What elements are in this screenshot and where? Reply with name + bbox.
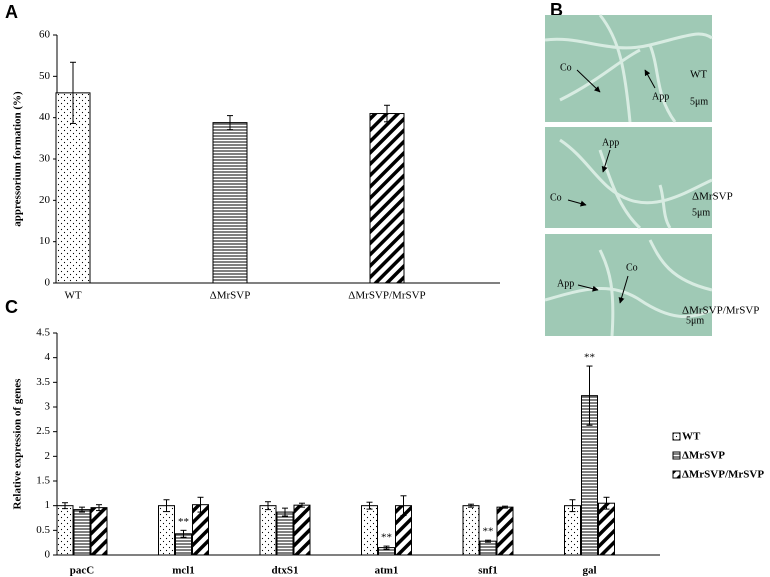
panel-label: C xyxy=(5,297,18,317)
y-tick-label: 20 xyxy=(39,194,51,206)
bar xyxy=(90,507,108,556)
y-tick-label: 0 xyxy=(45,549,51,561)
y-tick-label: 2 xyxy=(45,450,51,462)
x-tick-label: WT xyxy=(64,290,81,302)
y-tick-label: 1.5 xyxy=(36,475,50,487)
legend-swatch xyxy=(672,451,681,460)
annotation: App xyxy=(557,278,574,289)
bar xyxy=(479,540,497,556)
x-tick-label: ΔMrSVP/MrSVP xyxy=(348,290,425,302)
bar xyxy=(293,504,311,556)
significance: ** xyxy=(381,532,392,544)
y-tick-label: 3 xyxy=(45,401,51,413)
y-tick-label: 10 xyxy=(39,235,51,247)
legend-swatch xyxy=(672,470,681,479)
y-tick-label: 30 xyxy=(39,153,51,165)
legend-label: ΔMrSVP/MrSVP xyxy=(682,469,764,481)
legend-label: WT xyxy=(682,431,701,443)
scale: 5μm xyxy=(692,207,710,218)
bar xyxy=(598,502,615,556)
annotation: Co xyxy=(560,62,572,73)
x-tick-label: atm1 xyxy=(375,565,399,577)
caption: ΔMrSVP/MrSVP xyxy=(682,305,759,317)
caption: ΔMrSVP xyxy=(692,191,733,203)
annotation: Co xyxy=(626,262,638,273)
scale: 5μm xyxy=(686,315,704,326)
annotation: App xyxy=(652,91,669,102)
bar xyxy=(276,511,294,556)
bar xyxy=(56,505,74,556)
x-tick-label: ΔMrSVP xyxy=(210,290,251,302)
annotation: App xyxy=(602,137,619,148)
bar xyxy=(361,505,378,556)
y-tick-label: 40 xyxy=(39,111,51,123)
significance: ** xyxy=(584,352,595,364)
legend-label: ΔMrSVP xyxy=(682,450,725,462)
micrograph: Co App 5μm xyxy=(544,14,713,123)
y-tick-label: 50 xyxy=(39,70,51,82)
y-tick-label: 60 xyxy=(39,29,51,41)
significance: ** xyxy=(178,516,189,528)
y-tick-label: 3.5 xyxy=(36,376,50,388)
y-tick-label: 0.5 xyxy=(36,524,50,536)
y-tick-label: 2.5 xyxy=(36,425,50,437)
y-tick-label: 0 xyxy=(45,277,51,289)
bar xyxy=(55,92,91,284)
caption: WT xyxy=(690,69,707,81)
bar xyxy=(564,505,581,556)
y-tick-label: 1 xyxy=(45,499,51,511)
x-tick-label: mcl1 xyxy=(172,565,195,577)
legend-swatch xyxy=(672,432,681,441)
bar xyxy=(212,122,248,284)
y-axis-label: appressorium formation (%) xyxy=(12,91,24,227)
y-tick-label: 4 xyxy=(45,351,51,363)
bar xyxy=(259,505,277,556)
micrograph: App Co 5μm xyxy=(544,234,713,337)
scale: 5μm xyxy=(690,96,708,107)
bar xyxy=(496,506,514,556)
y-tick-label: 4.5 xyxy=(36,327,50,339)
significance: ** xyxy=(483,526,494,538)
annotation: Co xyxy=(550,192,562,203)
panel-label: A xyxy=(5,2,18,22)
bar xyxy=(158,505,175,556)
panel-label: B xyxy=(550,0,563,20)
x-tick-label: pacC xyxy=(70,565,95,577)
y-axis-label: Relative expression of genes xyxy=(12,378,24,510)
bar xyxy=(369,113,405,284)
bar xyxy=(462,505,480,556)
x-tick-label: dtxS1 xyxy=(272,565,299,577)
bar xyxy=(73,509,91,556)
x-tick-label: gal xyxy=(582,565,596,577)
x-tick-label: snf1 xyxy=(478,565,498,577)
micrograph: App Co 5μm xyxy=(545,127,713,230)
